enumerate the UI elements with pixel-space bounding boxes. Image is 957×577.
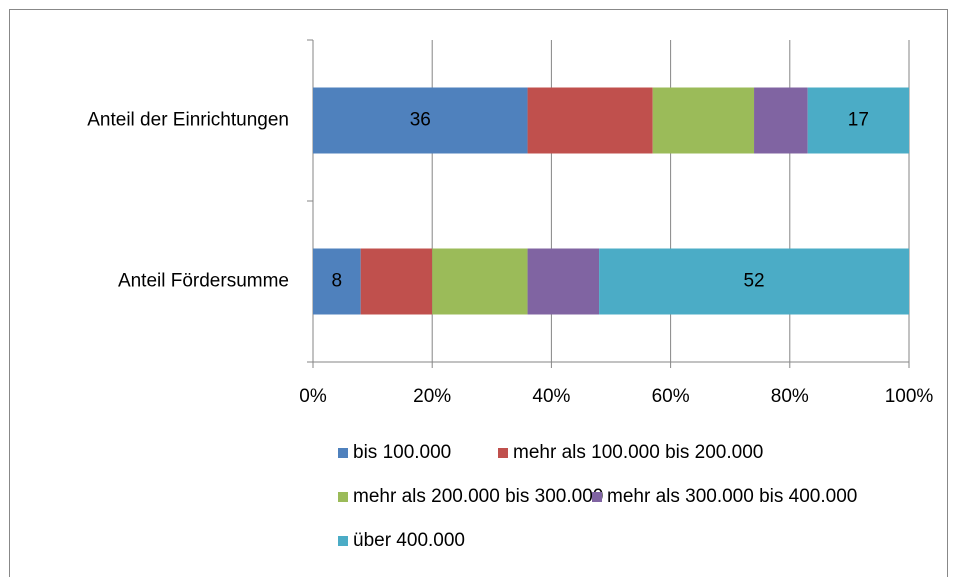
legend-label: mehr als 300.000 bis 400.000 bbox=[607, 486, 857, 507]
chart-frame bbox=[9, 9, 948, 577]
legend-label: mehr als 100.000 bis 200.000 bbox=[513, 442, 763, 463]
legend-swatch bbox=[338, 492, 348, 502]
bar-segment bbox=[313, 87, 528, 154]
legend-label: bis 100.000 bbox=[353, 442, 451, 463]
bar-segment bbox=[754, 87, 808, 154]
bar-segment bbox=[599, 248, 909, 315]
bar-segment bbox=[313, 248, 361, 315]
legend-swatch bbox=[592, 492, 602, 502]
x-tick-label: 60% bbox=[652, 386, 690, 407]
data-label: 36 bbox=[410, 110, 431, 131]
x-tick-label: 0% bbox=[299, 386, 327, 407]
y-tick-label: Anteil der Einrichtungen bbox=[87, 110, 289, 131]
x-tick-label: 40% bbox=[532, 386, 570, 407]
bar-segment bbox=[652, 87, 755, 154]
legend-swatch bbox=[498, 448, 508, 458]
data-label: 17 bbox=[848, 110, 869, 131]
x-tick-label: 80% bbox=[771, 386, 809, 407]
bar-segment bbox=[432, 248, 528, 315]
x-tick-label: 100% bbox=[885, 386, 934, 407]
bar-segment bbox=[527, 87, 653, 154]
legend-label: über 400.000 bbox=[353, 530, 465, 551]
legend-label: mehr als 200.000 bis 300.000 bbox=[353, 486, 603, 507]
legend-swatch bbox=[338, 536, 348, 546]
data-label: 52 bbox=[743, 271, 764, 292]
bar-segment bbox=[807, 87, 909, 154]
data-label: 8 bbox=[332, 271, 343, 292]
bar-segment bbox=[527, 248, 600, 315]
bar-segment bbox=[360, 248, 433, 315]
legend-swatch bbox=[338, 448, 348, 458]
x-tick-label: 20% bbox=[413, 386, 451, 407]
y-tick-label: Anteil Fördersumme bbox=[118, 271, 289, 292]
